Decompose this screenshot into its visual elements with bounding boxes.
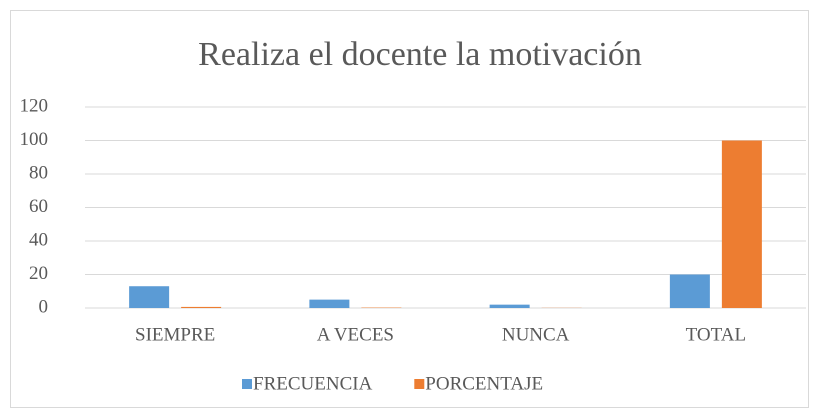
- y-tick-label: 20: [29, 263, 48, 284]
- bar: [721, 140, 762, 308]
- chart-title: Realiza el docente la motivación: [198, 36, 642, 73]
- legend-label: PORCENTAJE: [425, 373, 543, 394]
- bar: [309, 299, 350, 308]
- bar: [181, 306, 222, 308]
- legend-swatch: [414, 379, 425, 389]
- x-tick-label: NUNCA: [502, 324, 570, 345]
- y-tick-label: 60: [29, 196, 48, 217]
- legend-swatch: [242, 379, 252, 389]
- y-tick-label: 100: [20, 129, 49, 150]
- legend-label: FRECUENCIA: [253, 373, 373, 394]
- y-tick-label: 120: [20, 95, 49, 116]
- x-tick-label: TOTAL: [686, 324, 746, 345]
- bar: [669, 274, 710, 308]
- x-tick-label: SIEMPRE: [135, 324, 215, 345]
- chart-border: [10, 10, 809, 408]
- y-tick-label: 0: [39, 296, 49, 317]
- bar: [489, 304, 530, 308]
- x-tick-label: A VECES: [317, 324, 394, 345]
- y-tick-label: 80: [29, 162, 48, 183]
- y-tick-label: 40: [29, 229, 48, 250]
- bar: [129, 286, 170, 308]
